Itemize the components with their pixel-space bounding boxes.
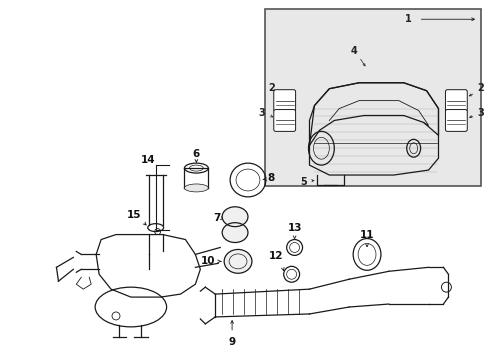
Text: 7: 7 [212, 213, 220, 223]
Ellipse shape [220, 289, 224, 314]
Text: 4: 4 [350, 46, 357, 56]
Text: 1: 1 [405, 14, 411, 24]
Text: 5: 5 [299, 177, 306, 187]
Ellipse shape [224, 249, 251, 273]
Ellipse shape [222, 207, 247, 227]
Text: 13: 13 [287, 222, 301, 233]
FancyBboxPatch shape [273, 90, 295, 112]
Ellipse shape [242, 289, 245, 314]
Text: 10: 10 [200, 256, 215, 266]
Ellipse shape [184, 184, 208, 192]
Text: 12: 12 [268, 251, 283, 261]
Text: 2: 2 [268, 83, 275, 93]
Ellipse shape [274, 289, 278, 314]
Text: 14: 14 [140, 155, 155, 165]
Ellipse shape [222, 223, 247, 243]
FancyBboxPatch shape [273, 109, 295, 131]
Ellipse shape [231, 289, 235, 314]
Ellipse shape [252, 289, 256, 314]
Text: 3: 3 [476, 108, 483, 117]
Text: 8: 8 [267, 173, 275, 183]
Text: 9: 9 [228, 337, 235, 347]
Text: 2: 2 [476, 83, 483, 93]
FancyBboxPatch shape [445, 90, 467, 112]
Text: 11: 11 [359, 230, 373, 239]
FancyBboxPatch shape [445, 109, 467, 131]
Text: 15: 15 [126, 210, 141, 220]
Ellipse shape [296, 289, 300, 314]
Text: 3: 3 [258, 108, 264, 117]
Text: 6: 6 [192, 149, 200, 159]
Ellipse shape [264, 289, 267, 314]
Bar [264, 9, 480, 186]
Ellipse shape [285, 289, 289, 314]
